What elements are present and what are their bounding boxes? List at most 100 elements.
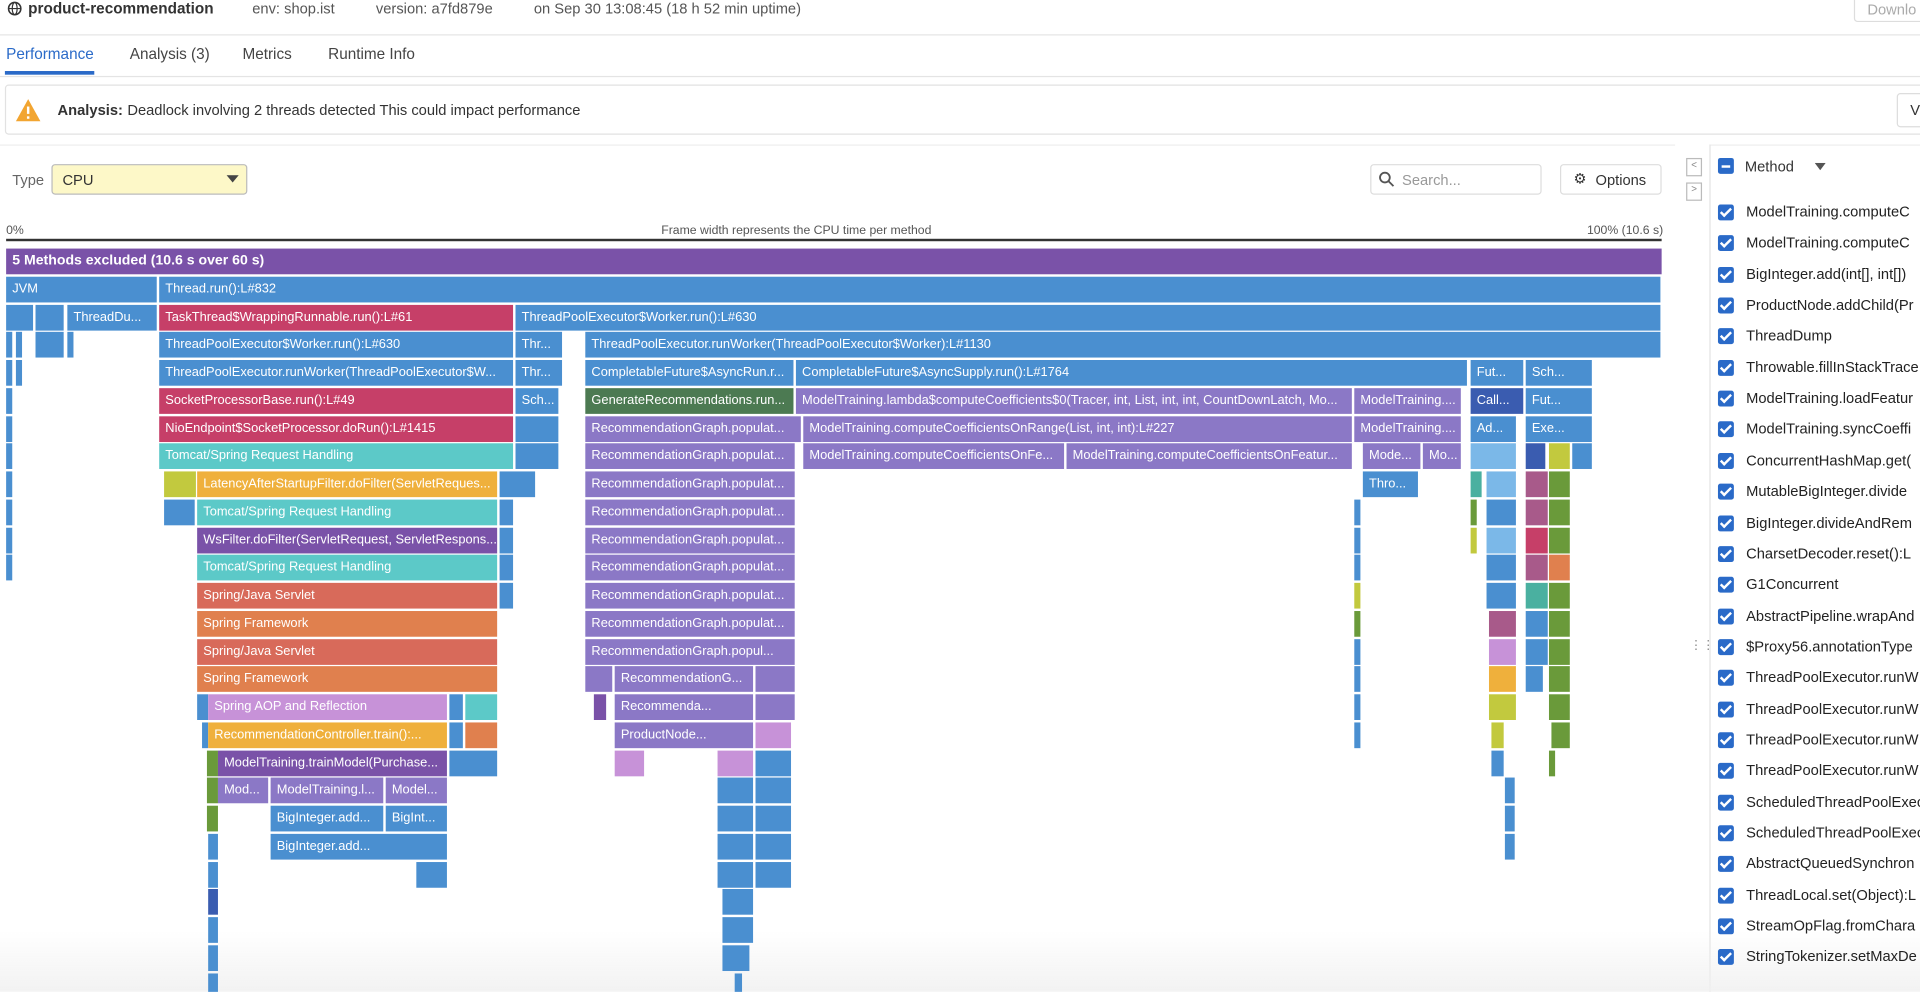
checkbox[interactable] bbox=[1717, 266, 1734, 283]
flame-frame[interactable] bbox=[208, 917, 218, 943]
flame-frame[interactable]: ModelTraining.computeCoefficientsOnFeatu… bbox=[1066, 443, 1352, 470]
tab[interactable]: Analysis (3) bbox=[129, 45, 210, 63]
flame-frame[interactable] bbox=[722, 917, 754, 943]
checkbox[interactable] bbox=[1717, 421, 1734, 438]
flame-frame[interactable]: RecommendationG... bbox=[614, 666, 754, 693]
flame-frame[interactable]: Sch... bbox=[515, 387, 559, 414]
flame-frame[interactable] bbox=[164, 499, 195, 526]
flame-frame[interactable]: Thread.run():L#832 bbox=[159, 276, 1661, 303]
flame-frame[interactable]: Spring AOP and Reflection bbox=[208, 694, 447, 721]
checkbox[interactable] bbox=[1717, 825, 1734, 842]
checkbox[interactable] bbox=[1717, 297, 1734, 314]
flame-frame[interactable] bbox=[6, 443, 13, 470]
flame-frame[interactable]: Spring/Java Servlet bbox=[197, 638, 498, 665]
flame-frame[interactable] bbox=[499, 527, 514, 553]
flame-frame[interactable] bbox=[755, 722, 792, 748]
checkbox[interactable] bbox=[1717, 204, 1734, 221]
tab[interactable]: Performance bbox=[6, 45, 94, 63]
flame-frame[interactable]: RecommendationGraph.populat... bbox=[585, 582, 795, 609]
flame-frame[interactable] bbox=[208, 945, 218, 971]
checkbox[interactable] bbox=[1717, 483, 1734, 500]
checkbox[interactable] bbox=[1717, 794, 1734, 811]
flame-frame[interactable] bbox=[1488, 638, 1516, 665]
flame-frame[interactable]: Fut... bbox=[1470, 360, 1524, 386]
flame-frame[interactable] bbox=[755, 666, 795, 693]
flame-frame[interactable]: Tomcat/Spring Request Handling bbox=[197, 555, 498, 581]
flame-frame[interactable] bbox=[1470, 443, 1516, 470]
flame-frame[interactable] bbox=[1470, 527, 1477, 553]
flame-frame[interactable] bbox=[1548, 471, 1570, 498]
flame-frame[interactable] bbox=[717, 750, 754, 776]
checkbox[interactable] bbox=[1717, 514, 1734, 531]
flame-frame[interactable]: Fut... bbox=[1525, 387, 1592, 414]
flame-frame[interactable]: Mode... bbox=[1362, 443, 1421, 470]
flame-frame[interactable] bbox=[1548, 499, 1570, 526]
flame-frame[interactable]: ModelTraining.... bbox=[1354, 415, 1461, 442]
flame-frame[interactable] bbox=[1525, 666, 1543, 693]
flame-frame[interactable]: ThreadDu... bbox=[67, 304, 157, 331]
flame-frame[interactable] bbox=[6, 555, 13, 581]
flame-frame[interactable] bbox=[1488, 610, 1516, 637]
flame-frame[interactable] bbox=[1525, 499, 1548, 526]
flame-frame[interactable] bbox=[717, 861, 754, 888]
flame-frame[interactable] bbox=[1525, 638, 1548, 665]
drag-handle[interactable]: ⋮⋮ bbox=[1689, 639, 1715, 653]
flame-frame[interactable] bbox=[206, 805, 218, 832]
flame-frame[interactable] bbox=[1354, 499, 1361, 526]
checkbox[interactable] bbox=[1717, 328, 1734, 345]
flame-frame[interactable]: ThreadPoolExecutor$Worker.run():L#630 bbox=[515, 304, 1661, 331]
flame-frame[interactable] bbox=[35, 332, 64, 358]
flame-frame[interactable] bbox=[499, 582, 514, 609]
flame-frame[interactable]: ThreadPoolExecutor.runWorker(ThreadPoolE… bbox=[585, 332, 1661, 358]
flame-frame[interactable] bbox=[449, 750, 498, 776]
flame-frame[interactable] bbox=[67, 332, 74, 358]
flame-frame[interactable] bbox=[1551, 722, 1570, 748]
checkbox[interactable] bbox=[1717, 639, 1734, 655]
flame-frame[interactable]: BigInteger.add... bbox=[270, 805, 384, 832]
flame-frame[interactable]: GenerateRecommendations.run... bbox=[585, 387, 794, 414]
flame-frame[interactable] bbox=[1525, 471, 1548, 498]
checkbox[interactable] bbox=[1717, 949, 1734, 966]
flame-frame[interactable]: ThreadPoolExecutor$Worker.run():L#630 bbox=[159, 332, 514, 358]
flame-frame[interactable]: RecommendationGraph.populat... bbox=[585, 555, 795, 581]
flame-frame[interactable] bbox=[1525, 582, 1548, 609]
flame-frame[interactable] bbox=[6, 304, 34, 331]
flame-frame[interactable] bbox=[208, 972, 218, 992]
flame-frame[interactable]: Mod... bbox=[217, 777, 269, 804]
flame-frame[interactable] bbox=[6, 527, 13, 553]
checkbox[interactable] bbox=[1717, 887, 1734, 904]
flame-frame[interactable] bbox=[1486, 582, 1516, 609]
flame-frame[interactable] bbox=[1470, 499, 1477, 526]
flame-frame[interactable] bbox=[6, 360, 13, 386]
flame-frame[interactable] bbox=[1572, 443, 1592, 470]
flame-frame[interactable] bbox=[717, 777, 754, 804]
flame-frame[interactable] bbox=[6, 499, 13, 526]
flame-frame[interactable] bbox=[1486, 471, 1516, 498]
flame-frame[interactable] bbox=[1548, 694, 1570, 721]
flame-frame[interactable]: ModelTraining.... bbox=[1354, 387, 1461, 414]
flame-frame[interactable] bbox=[1488, 694, 1516, 721]
flame-frame[interactable]: NioEndpoint$SocketProcessor.doRun():L#14… bbox=[159, 415, 514, 442]
flame-frame[interactable] bbox=[202, 722, 209, 748]
flame-frame[interactable]: RecommendationGraph.populat... bbox=[585, 610, 795, 637]
flame-frame[interactable]: Spring/Java Servlet bbox=[197, 582, 498, 609]
flame-frame[interactable] bbox=[6, 387, 13, 414]
flame-frame[interactable] bbox=[1548, 750, 1556, 776]
flame-frame[interactable]: WsFilter.doFilter(ServletRequest, Servle… bbox=[197, 527, 498, 553]
flame-frame[interactable] bbox=[1548, 666, 1570, 693]
flame-frame[interactable] bbox=[208, 889, 218, 916]
flame-frame[interactable] bbox=[1354, 722, 1361, 748]
tab[interactable]: Runtime Info bbox=[328, 45, 415, 63]
flame-frame[interactable] bbox=[499, 555, 514, 581]
flame-frame[interactable] bbox=[722, 889, 754, 916]
flame-frame[interactable] bbox=[6, 332, 13, 358]
flame-frame[interactable] bbox=[206, 750, 218, 776]
flame-frame[interactable] bbox=[717, 833, 754, 860]
flame-frame[interactable] bbox=[449, 694, 463, 721]
flame-frame[interactable]: ProductNode... bbox=[614, 722, 754, 748]
flame-frame[interactable] bbox=[717, 805, 754, 832]
flame-frame[interactable] bbox=[1504, 805, 1515, 832]
flame-frame[interactable] bbox=[1488, 666, 1516, 693]
flame-frame[interactable] bbox=[197, 694, 209, 721]
flame-frame[interactable]: TaskThread$WrappingRunnable.run():L#61 bbox=[159, 304, 514, 331]
